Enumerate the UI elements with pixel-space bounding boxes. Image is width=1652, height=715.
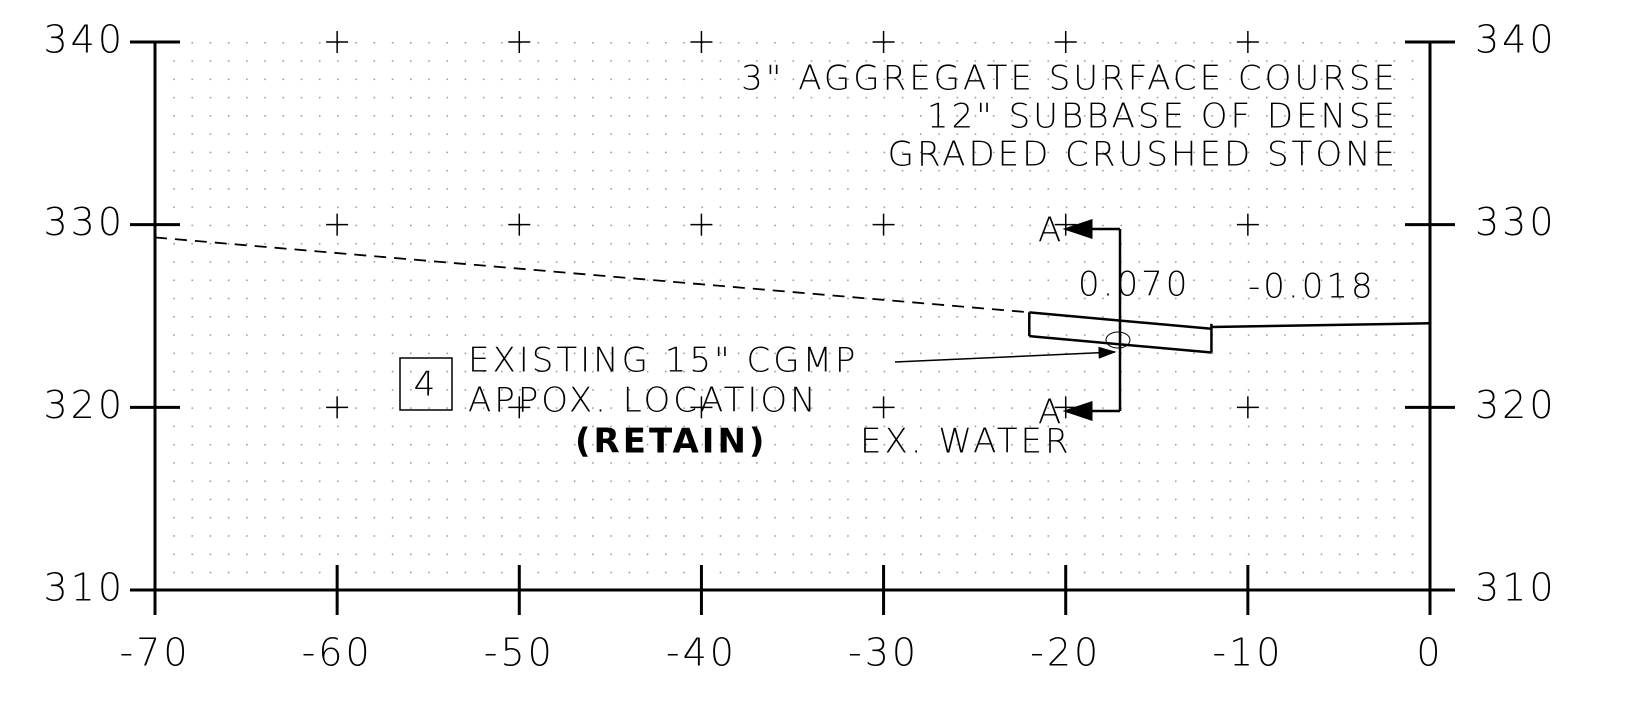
y-tick-label: 310 [1475,566,1557,610]
utility-label: EX. WATER [860,422,1072,462]
leader [894,346,1117,363]
y-tick-label: 340 [1475,18,1557,62]
y-tick-label: 320 [1475,383,1557,427]
x-tick-label: -10 [1212,631,1283,675]
x-tick-label: 0 [1416,631,1443,675]
dot-grid [155,42,1430,590]
slope-label: 0.070 [1078,265,1190,305]
y-tick-label: 330 [43,200,125,244]
x-tick-label: -40 [666,631,737,675]
callout-text: APPOX. LOCATION [468,381,819,421]
pavement-note: GRADED CRUSHED STONE [888,135,1398,175]
y-tick-label: 340 [43,18,125,62]
x-tick-label: -60 [302,631,373,675]
y-tick-label: 330 [1475,200,1557,244]
callout-text: EXISTING 15" CGMP [468,341,858,381]
x-tick-label: -70 [119,631,190,675]
callout-number: 4 [414,365,439,405]
profile-line [1211,322,1431,329]
pipe-symbol [1105,331,1131,349]
slope-label: -0.018 [1248,267,1376,307]
x-tick-label: -50 [484,631,555,675]
y-tick-label: 310 [43,566,125,610]
profile-line [154,236,1030,314]
pavement-note: 3" AGGREGATE SURFACE COURSE [741,59,1398,99]
y-tick-label: 320 [43,383,125,427]
x-tick-label: -20 [1030,631,1101,675]
section-label: A [1038,211,1064,251]
callout-box [399,357,453,411]
callout-text: (RETAIN) [575,422,767,462]
pavement-note: 12" SUBBASE OF DENSE [927,97,1398,137]
x-tick-label: -30 [848,631,919,675]
section-label: A [1038,393,1064,433]
